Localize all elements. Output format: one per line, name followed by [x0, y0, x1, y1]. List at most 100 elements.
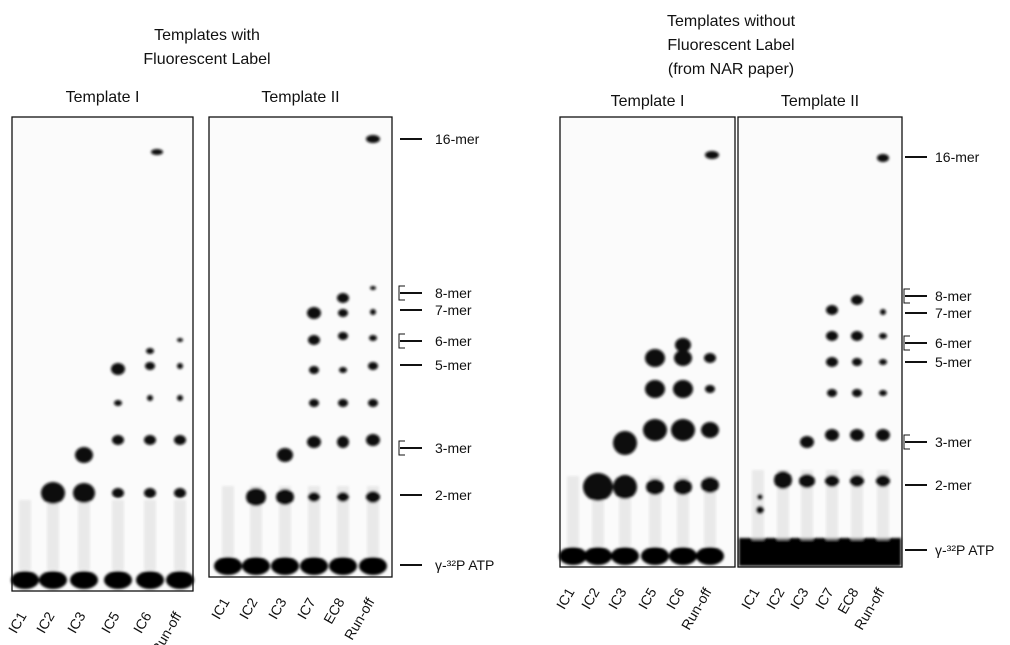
band	[338, 309, 348, 317]
lane-label: IC3	[787, 585, 812, 612]
band	[826, 331, 838, 341]
lane-smear	[752, 470, 764, 540]
marker-label: 2-mer	[435, 487, 472, 503]
lane-label: IC3	[605, 585, 630, 612]
lane-label: IC1	[738, 585, 763, 612]
band	[366, 434, 380, 446]
lane-smear	[567, 476, 579, 546]
band	[701, 477, 719, 493]
lane-smear	[112, 500, 124, 570]
atp-band	[242, 557, 270, 575]
band	[277, 448, 293, 462]
marker-label: 6-mer	[935, 335, 972, 351]
band	[114, 400, 122, 406]
marker-label: 2-mer	[935, 477, 972, 493]
band	[879, 359, 887, 365]
bracket	[398, 333, 405, 349]
lane-smear	[308, 486, 320, 556]
lane-smear	[222, 486, 234, 556]
band	[147, 395, 153, 401]
atp-band	[611, 547, 639, 565]
band	[308, 492, 320, 502]
atp-band	[818, 541, 846, 559]
band	[879, 390, 887, 396]
band	[174, 488, 186, 498]
band	[41, 482, 65, 504]
band	[112, 435, 124, 445]
panel-title: Template I	[66, 89, 140, 106]
bands	[214, 135, 387, 575]
band	[645, 380, 665, 398]
lane-smear	[47, 500, 59, 570]
band	[757, 494, 763, 500]
lane-label: IC2	[578, 585, 603, 612]
band	[368, 362, 378, 370]
lane-smear	[144, 500, 156, 570]
marker-label: γ-³²P ATP	[435, 557, 494, 573]
band	[643, 419, 667, 441]
lane-smear	[826, 470, 838, 540]
band	[825, 475, 839, 487]
band	[151, 149, 163, 155]
atp-band	[104, 571, 132, 589]
band	[876, 475, 890, 487]
band	[671, 419, 695, 441]
band	[613, 431, 637, 455]
lane-label: IC2	[763, 585, 788, 612]
lane-label: IC7	[294, 595, 319, 622]
atp-band	[214, 557, 242, 575]
atp-band	[300, 557, 328, 575]
band	[675, 338, 691, 352]
band	[370, 309, 376, 315]
lane-smear	[801, 470, 813, 540]
atp-band	[559, 547, 587, 565]
band	[111, 363, 125, 375]
band	[144, 435, 156, 445]
band	[366, 135, 380, 143]
lane-smear	[174, 500, 186, 570]
atp-band	[271, 557, 299, 575]
lane-label: IC6	[663, 585, 688, 612]
band	[851, 331, 863, 341]
band	[774, 471, 792, 489]
gel	[737, 116, 903, 568]
band	[145, 362, 155, 370]
band	[337, 293, 349, 303]
panel-title: Template II	[261, 89, 339, 106]
band	[146, 348, 154, 354]
atp-band	[329, 557, 357, 575]
figure-title: Templates with	[154, 27, 260, 44]
figure-title: Templates without	[667, 13, 796, 30]
atp-band	[359, 557, 387, 575]
bands	[559, 151, 724, 565]
band	[704, 353, 716, 363]
atp-band	[869, 541, 897, 559]
lane-label: Run-off	[341, 595, 378, 643]
band	[827, 389, 837, 397]
lane-label: IC2	[236, 595, 261, 622]
gel	[208, 116, 393, 578]
band	[174, 435, 186, 445]
band	[877, 154, 889, 162]
lane-label: IC6	[130, 609, 155, 636]
band	[338, 399, 348, 407]
marker-label: 8-mer	[435, 285, 472, 301]
marker-label: 3-mer	[435, 440, 472, 456]
band	[73, 483, 95, 503]
band	[701, 422, 719, 438]
marker-label: 7-mer	[435, 302, 472, 318]
atp-band	[166, 571, 194, 589]
panel-title: Template II	[781, 93, 859, 110]
lane-label: EC8	[320, 595, 348, 627]
band	[583, 473, 613, 501]
band	[852, 389, 862, 397]
band	[850, 475, 864, 487]
atp-band	[11, 571, 39, 589]
band	[368, 399, 378, 407]
band	[673, 380, 693, 398]
lane-label: IC5	[98, 609, 123, 636]
band	[366, 491, 380, 503]
band	[646, 479, 664, 495]
atp-band	[584, 547, 612, 565]
atp-band	[843, 541, 871, 559]
